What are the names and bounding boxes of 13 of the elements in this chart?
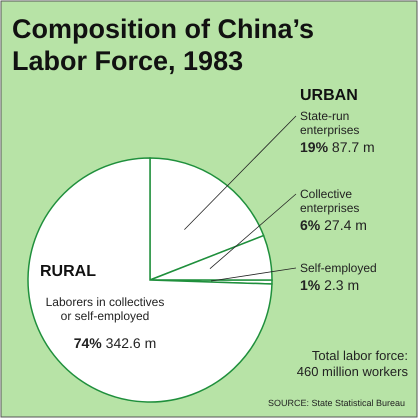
slice-label: Laborers in collectives or self-employed — [46, 295, 164, 323]
text: Total labor force: 460 million workers — [296, 348, 408, 379]
chart-title: Composition of China’s Labor Force, 1983 — [12, 14, 314, 76]
slice-label: Collective enterprises — [300, 187, 360, 215]
data-label: 19% 87.7 m — [300, 139, 375, 155]
text: RURAL — [40, 263, 96, 280]
text: URBAN — [300, 87, 358, 104]
slice-label: State-run enterprises — [300, 109, 360, 137]
slice-label: Self-employed — [300, 261, 377, 275]
data-label: 6% 27.4 m — [300, 217, 367, 233]
data-label: 74% 342.6 m — [74, 335, 156, 351]
source-note: SOURCE: State Statistical Bureau — [268, 398, 405, 408]
data-label: 1% 2.3 m — [300, 277, 360, 293]
